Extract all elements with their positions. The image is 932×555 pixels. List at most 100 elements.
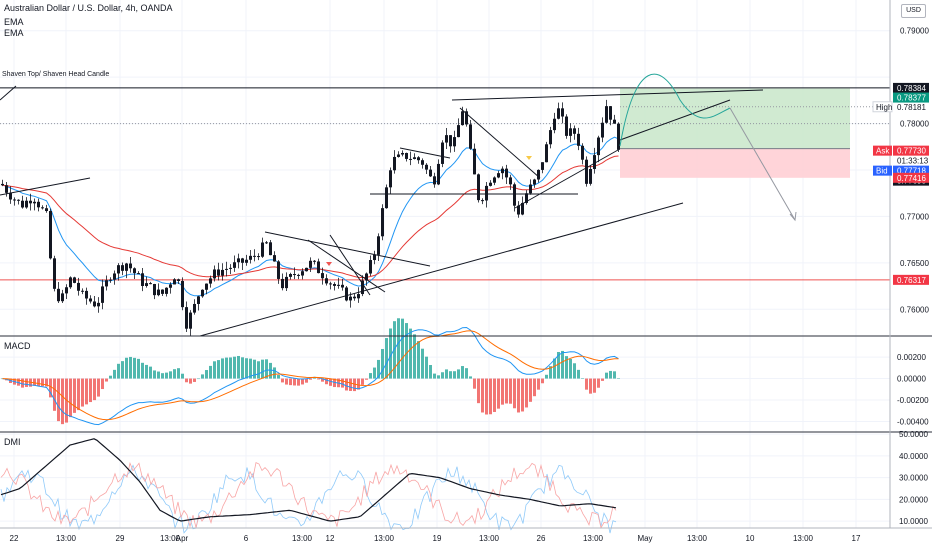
candle-body <box>577 133 580 146</box>
macd-histogram-bar <box>613 371 616 379</box>
ema-legend-1[interactable]: EMA <box>4 17 24 27</box>
macd-histogram-bar <box>89 378 92 403</box>
candle-body <box>225 268 228 270</box>
macd-histogram-bar <box>509 378 512 404</box>
time-tick-label: 19 <box>433 534 442 543</box>
macd-histogram-bar <box>293 378 296 386</box>
macd-histogram-bar <box>393 321 396 379</box>
candle-body <box>185 307 188 329</box>
macd-histogram-bar <box>433 373 436 379</box>
candle-body <box>293 274 296 276</box>
candle-body <box>237 258 240 263</box>
candle-body <box>381 208 384 237</box>
macd-histogram-bar <box>289 378 292 386</box>
candle-body <box>37 201 40 208</box>
macd-histogram-bar <box>577 369 580 379</box>
loss-zone <box>620 148 850 178</box>
macd-histogram-bar <box>477 378 480 404</box>
dmi-tick-label: 50.0000 <box>899 430 928 439</box>
candle-body <box>561 108 564 117</box>
candle-body <box>493 177 496 183</box>
candle-body <box>269 242 272 256</box>
macd-histogram-bar <box>481 378 484 413</box>
candle-body <box>261 242 264 257</box>
macd-histogram-bar <box>369 373 372 379</box>
candle-body <box>117 265 120 274</box>
dmi-legend[interactable]: DMI <box>4 437 21 447</box>
trendline-4 <box>329 234 371 296</box>
macd-histogram-bar <box>229 357 232 379</box>
candle-body <box>313 260 316 262</box>
macd-histogram-bar <box>33 378 36 386</box>
candle-body <box>565 116 568 136</box>
candle-body <box>149 283 152 285</box>
price-tick-label: 0.76000 <box>900 305 929 314</box>
trendline-2 <box>264 231 431 267</box>
candle-body <box>165 287 168 294</box>
candle-body <box>389 170 392 188</box>
macd-histogram-bar <box>157 371 160 379</box>
candle-body <box>41 207 44 209</box>
price-tag-label-bg <box>873 165 892 176</box>
macd-histogram-bar <box>53 378 56 411</box>
candle-body <box>177 279 180 281</box>
time-tick-label: 10 <box>746 534 755 543</box>
macd-histogram-bar <box>77 378 80 411</box>
candle-body <box>125 263 128 271</box>
macd-histogram-bar <box>421 348 424 379</box>
macd-histogram-bar <box>305 378 308 383</box>
macd-legend[interactable]: MACD <box>4 341 31 351</box>
adx-line <box>0 438 617 522</box>
macd-histogram-bar <box>513 378 516 409</box>
macd-histogram-bar <box>597 378 600 388</box>
candle-body <box>433 176 436 185</box>
candle-body <box>361 280 364 295</box>
macd-histogram-bar <box>173 369 176 379</box>
macd-histogram-bar <box>505 378 508 404</box>
macd-histogram-bar <box>257 361 260 379</box>
macd-histogram-bar <box>193 378 196 382</box>
price-tag-value: 0.77730 <box>897 147 926 156</box>
macd-histogram-bar <box>545 374 548 379</box>
macd-histogram-bar <box>377 359 380 379</box>
macd-histogram-bar <box>469 376 472 379</box>
price-tick-label: 0.77000 <box>900 212 929 221</box>
macd-histogram-bar <box>297 378 300 386</box>
macd-histogram-bar <box>165 372 168 379</box>
price-tag-bg <box>893 165 929 176</box>
ema-legend-2[interactable]: EMA <box>4 28 24 38</box>
macd-histogram-bar <box>357 378 360 390</box>
macd-histogram-bar <box>273 367 276 379</box>
candle-body <box>557 108 560 119</box>
candle-body <box>461 111 464 126</box>
candle-body <box>329 283 332 285</box>
candle-body <box>309 260 312 268</box>
candle-body <box>101 286 104 303</box>
time-tick-label: Apr <box>176 534 189 543</box>
candle-body <box>489 182 492 186</box>
candle-body <box>409 158 412 160</box>
marker-up <box>526 156 532 160</box>
candle-body <box>333 283 336 286</box>
macd-histogram-bar <box>105 378 108 382</box>
currency-button[interactable]: USD <box>901 4 926 18</box>
macd-histogram-bar <box>57 378 60 422</box>
macd-histogram-bar <box>457 369 460 379</box>
price-axis[interactable]: 0.79000 0.78000 0.77000 0.76500 0.76000 0.002… <box>897 27 929 526</box>
macd-histogram-bar <box>189 378 192 384</box>
macd-histogram-bar <box>601 378 604 381</box>
candle-body <box>17 199 20 201</box>
panel-separators <box>0 0 932 529</box>
macd-histogram-bar <box>565 356 568 379</box>
projection-curve <box>619 73 731 147</box>
candle-body <box>545 144 548 163</box>
macd-histogram-bar <box>425 356 428 379</box>
macd-histogram-bar <box>49 378 52 398</box>
candles <box>1 99 620 336</box>
macd-histogram-bar <box>321 378 324 382</box>
price-tag-label: High <box>876 103 892 112</box>
candle-body <box>349 296 352 301</box>
